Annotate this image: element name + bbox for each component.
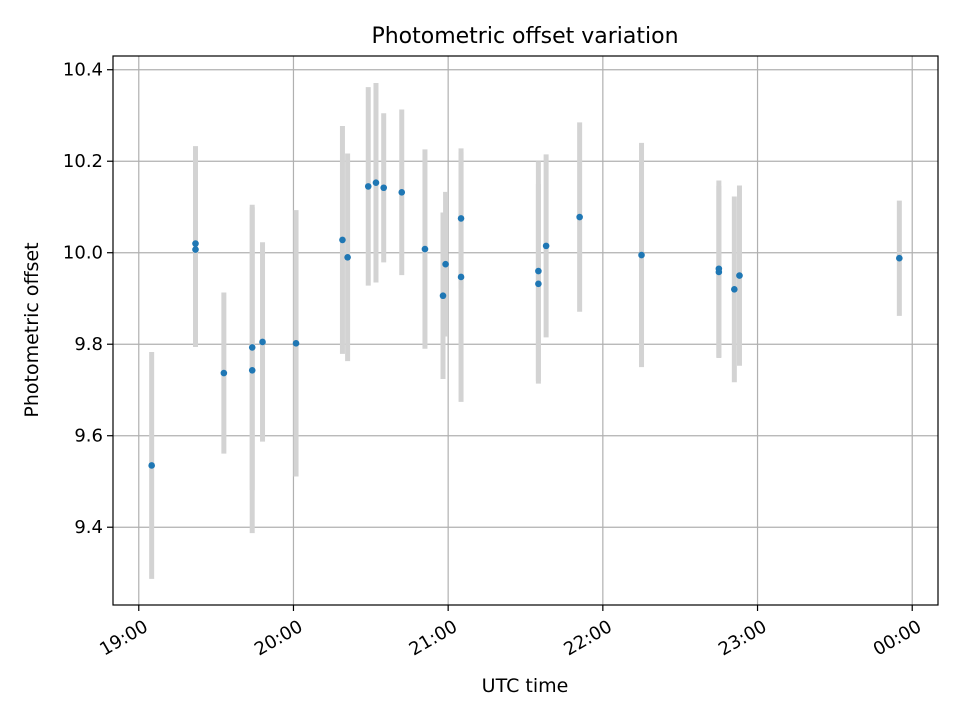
data-point [457,273,465,281]
y-axis: 9.4 9.6 9.8 10.0 10.2 10.4 [63,60,113,538]
data-point [442,260,449,268]
data-point [380,184,388,192]
data-point [715,265,723,273]
data-points [148,179,903,469]
data-point [896,254,903,262]
y-tick-label: 9.8 [74,334,103,355]
data-point [259,338,266,346]
data-point [439,292,447,300]
plot-frame [112,55,939,606]
data-point [148,462,155,469]
data-point [192,240,199,247]
data-point [364,183,372,190]
data-point [535,267,542,275]
y-tick-label: 9.6 [74,426,103,447]
data-point [542,242,550,250]
y-tick-label: 10.2 [63,151,103,172]
x-axis-label: UTC time [482,675,569,697]
data-point [535,280,542,288]
data-point [638,251,645,259]
data-point [339,236,346,244]
y-tick-label: 10.4 [63,60,103,81]
data-point [421,245,429,253]
data-point [731,286,738,293]
data-point [248,344,256,351]
data-point [292,340,300,347]
data-point [398,189,406,196]
data-point [457,215,465,222]
y-tick-label: 10.0 [63,243,103,264]
data-point [736,272,743,279]
data-point [248,367,256,374]
data-point [576,213,583,221]
y-tick-label: 9.4 [74,517,103,538]
y-axis-label: Photometric offset [21,242,43,417]
data-point [192,246,199,253]
data-point [344,253,351,261]
data-point [372,179,380,187]
data-point [220,369,228,377]
chart-title: Photometric offset variation [371,24,678,49]
